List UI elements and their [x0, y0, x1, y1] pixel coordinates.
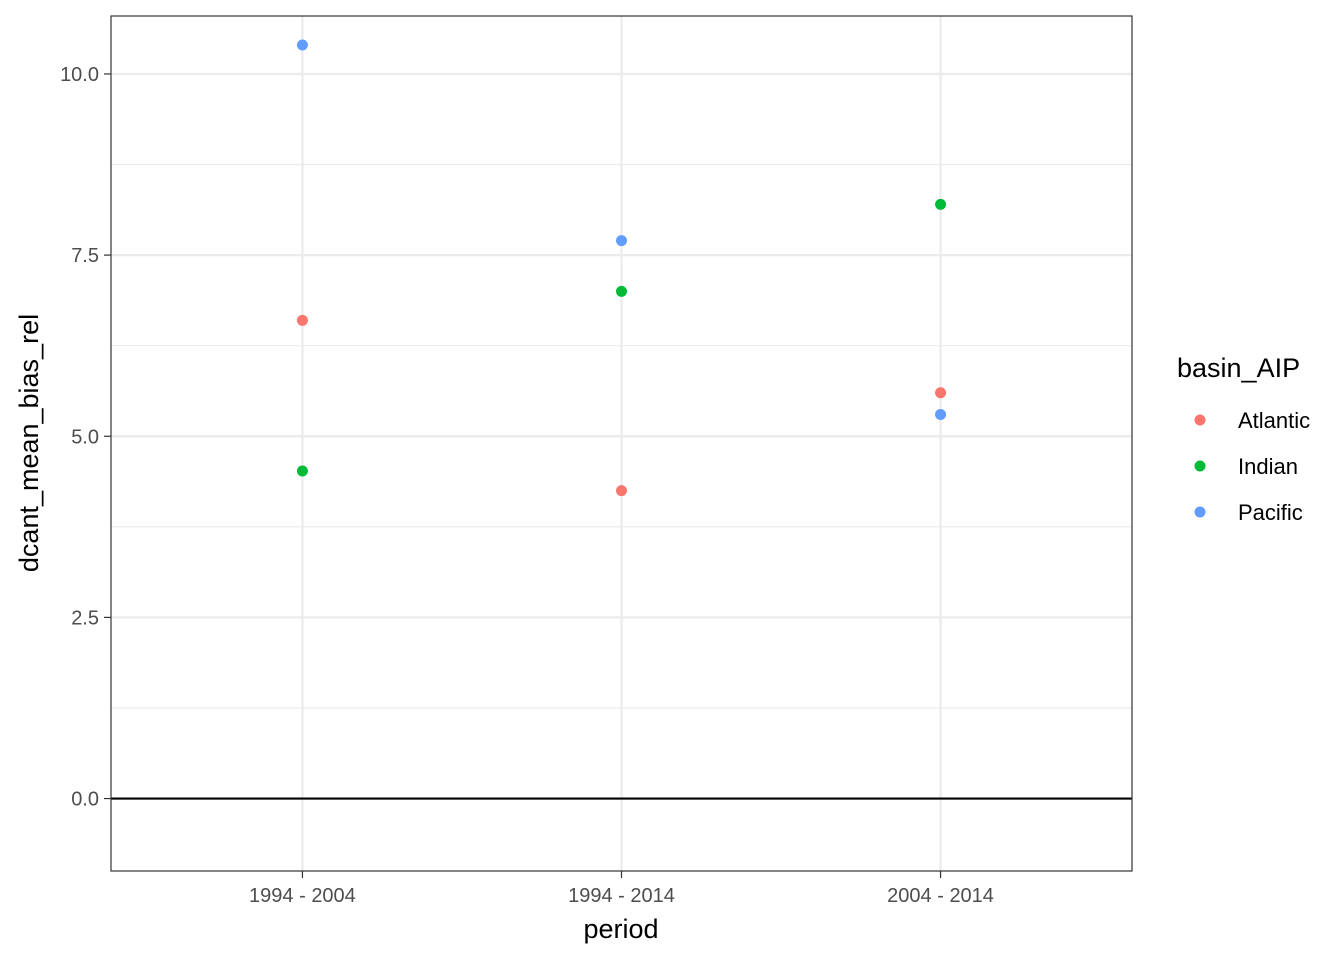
legend-key-indian: [1194, 460, 1206, 472]
data-point-atlantic: [616, 485, 627, 497]
major-gridlines: [111, 16, 1132, 871]
x-tick-label: 1994 - 2004: [249, 885, 356, 907]
y-axis-ticks: 0.0 2.5 5.0 7.5 10.0: [60, 64, 111, 811]
legend-key-pacific: [1194, 506, 1206, 518]
data-point-pacific: [935, 409, 947, 421]
legend-title: basin_AIP: [1177, 353, 1300, 383]
y-tick-label: 7.5: [71, 245, 99, 267]
x-tick-label: 2004 - 2014: [887, 885, 994, 907]
y-tick-label: 0.0: [71, 789, 99, 811]
data-point-indian: [935, 198, 947, 210]
x-tick-label: 1994 - 2014: [568, 885, 675, 907]
x-axis-ticks: 1994 - 2004 1994 - 2014 2004 - 2014: [249, 871, 994, 907]
y-tick-label: 2.5: [71, 607, 99, 629]
y-tick-label: 10.0: [60, 64, 99, 86]
data-point-atlantic: [935, 387, 947, 399]
data-point-pacific: [616, 235, 627, 247]
x-axis-title: period: [583, 914, 658, 944]
data-point-pacific: [296, 39, 308, 51]
data-points: [296, 39, 947, 497]
legend: basin_AIP Atlantic Indian Pacific: [1177, 353, 1310, 525]
data-point-indian: [616, 285, 627, 297]
legend-label-atlantic: Atlantic: [1238, 408, 1310, 433]
legend-key-atlantic: [1194, 414, 1206, 426]
legend-label-indian: Indian: [1238, 454, 1298, 479]
data-point-indian: [296, 465, 308, 477]
y-axis-title: dcant_mean_bias_rel: [14, 314, 44, 572]
y-tick-label: 5.0: [71, 426, 99, 448]
data-point-atlantic: [296, 314, 308, 326]
legend-label-pacific: Pacific: [1238, 500, 1303, 525]
